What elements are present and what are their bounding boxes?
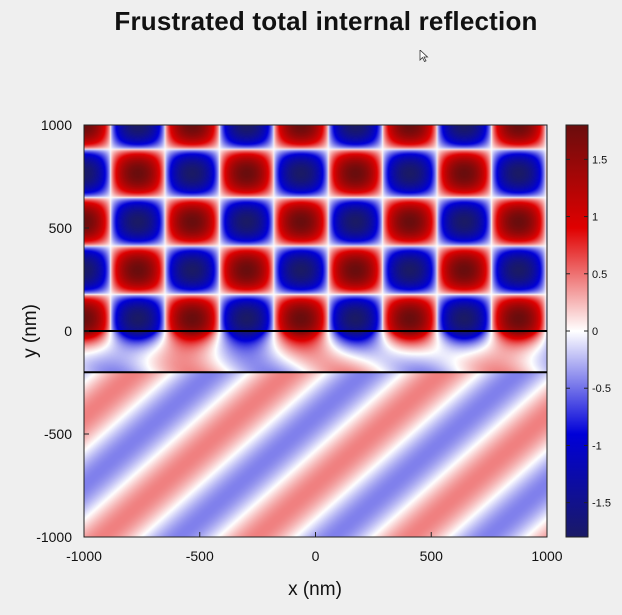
colorbar-tick: -1.5 [566,498,611,510]
y-axis-label: y (nm) [20,304,41,358]
x-tick-label: 1000 [531,548,562,564]
colorbar-tick-label: 0.5 [592,269,607,281]
y-tick-label: 1000 [41,117,72,133]
x-tick: -1000 [66,532,102,564]
x-tick: 1000 [531,532,563,564]
y-tick-label: 500 [49,220,73,236]
colorbar-tick-label: 1.5 [592,154,607,166]
y-tick-label: -1000 [36,529,72,545]
y-tick-label: -500 [44,426,72,442]
y-tick: 0 [64,323,89,339]
y-tick: -1000 [36,529,89,545]
colorbar-tick: 1.5 [566,154,607,166]
colorbar-tick-label: -1 [592,440,602,452]
colorbar-tick: 0 [566,326,598,338]
colorbar-tick: -0.5 [566,383,611,395]
colorbar-tick-label: -0.5 [592,383,611,395]
y-tick: 500 [49,220,89,236]
mouse-cursor-icon [419,50,429,62]
colorbar-tick: -1 [566,440,602,452]
x-tick: -500 [186,532,214,564]
y-tick: 1000 [41,117,89,133]
colorbar-tick-label: -1.5 [592,498,611,510]
y-tick-label: 0 [64,323,72,339]
colorbar-tick: 0.5 [566,269,607,281]
page-title: Frustrated total internal reflection [114,6,538,36]
colorbar-tick: 1 [566,212,598,224]
colorbar-tick-label: 1 [592,212,598,224]
colorbar-tick-label: 0 [592,326,598,338]
x-tick-label: -500 [186,548,214,564]
x-tick-label: -1000 [66,548,102,564]
x-tick: 500 [420,532,444,564]
y-tick: -500 [44,426,89,442]
x-tick: 0 [312,532,320,564]
x-tick-label: 0 [312,548,320,564]
x-tick-label: 500 [420,548,444,564]
x-axis-label: x (nm) [288,579,342,600]
